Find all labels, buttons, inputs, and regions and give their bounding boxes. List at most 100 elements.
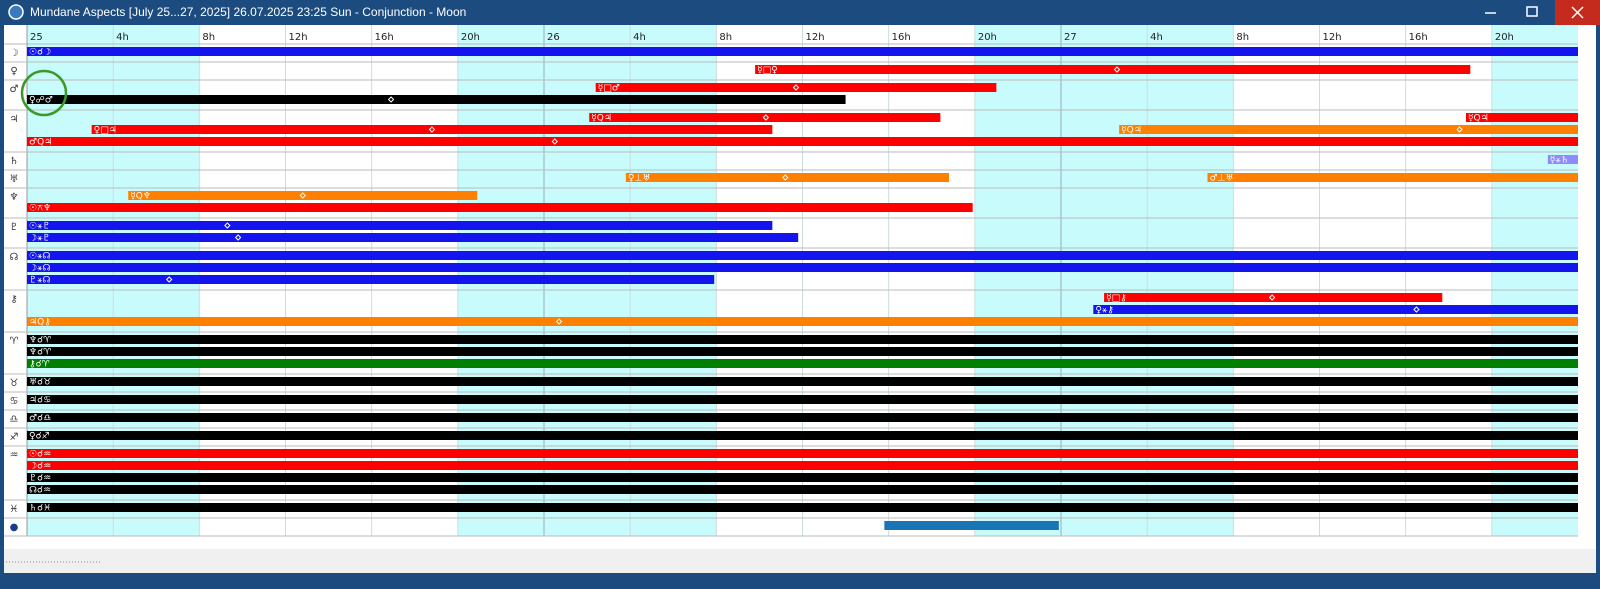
- header-label: 25: [30, 32, 43, 43]
- aspect-label: ☿Q♃: [1121, 126, 1142, 136]
- night-band: [1061, 25, 1148, 536]
- aspect-bar: [91, 125, 773, 134]
- aspect-bar: [27, 431, 1578, 440]
- aspect-label: ♃Q⚷: [29, 318, 51, 328]
- aspect-bar: [27, 317, 1578, 326]
- aspect-bar: [27, 461, 1578, 470]
- close-icon: [1571, 6, 1584, 19]
- row-glyph: ⚷: [10, 294, 17, 305]
- aspect-bar: [27, 47, 1578, 56]
- highlight-circle: [20, 69, 68, 117]
- aspect-label: ☽⚹♇: [29, 234, 51, 244]
- row-glyph: ♆: [10, 192, 19, 203]
- aspect-label: ☿⚹♄: [1550, 156, 1569, 166]
- header-label: 8h: [719, 32, 732, 43]
- aspect-label: ♀⚹⚷: [1095, 306, 1114, 316]
- row-glyph: ♉: [10, 378, 19, 389]
- header-label: 4h: [1150, 32, 1163, 43]
- aspect-label: ♂Q♃: [29, 138, 52, 148]
- aspect-label: ♀⊥♅: [628, 174, 651, 184]
- aspect-bar: [27, 347, 1578, 356]
- row-glyph: ☽: [10, 48, 19, 59]
- header-label: 4h: [633, 32, 646, 43]
- aspect-bar: [27, 335, 1578, 344]
- row-glyph: ♅: [10, 174, 19, 185]
- aspect-bar: [1207, 173, 1578, 182]
- aspect-label: ♀□♃: [94, 126, 117, 136]
- aspect-bar: [884, 521, 1059, 530]
- aspect-bar: [27, 275, 715, 284]
- night-band: [1147, 25, 1234, 536]
- maximize-icon: [1526, 6, 1538, 17]
- row-glyph: ♇: [10, 222, 19, 233]
- row-glyph: ♎: [10, 414, 19, 425]
- header-label: 12h: [1323, 32, 1342, 43]
- header-label: 26: [547, 32, 560, 43]
- aspect-bar: [1104, 293, 1443, 302]
- aspect-bar: [27, 95, 846, 104]
- aspect-label: ☿Q♃: [1468, 114, 1489, 124]
- aspect-bar: [27, 503, 1578, 512]
- rows: ☽ ♀ ♂ ♃ ♄ ♅ ♆ ♇ ☊ ⚷ ♈ ♉ ♋ ♎ ♐ ♒ ♓ ●: [4, 48, 1578, 537]
- aspect-label: ♂☌♎: [29, 414, 51, 424]
- exact-marker: [762, 114, 770, 121]
- row-glyph: ♄: [10, 156, 19, 167]
- row-glyph: ♐: [10, 432, 19, 443]
- exact-marker: [224, 222, 231, 229]
- aspect-label: ♅☌♉: [29, 378, 51, 388]
- aspect-label: ☉⚹☊: [29, 252, 50, 262]
- aspect-bar: [27, 485, 1578, 494]
- aspect-label: ☽⚹☊: [29, 264, 50, 274]
- aspect-bar: [27, 473, 1578, 482]
- aspect-bar: [1547, 155, 1578, 164]
- exact-marker: [387, 96, 395, 103]
- exact-marker: [165, 276, 173, 283]
- aspect-bar: [1465, 113, 1578, 122]
- row-glyph: ♃: [10, 114, 19, 125]
- aspect-bar: [27, 221, 773, 230]
- aspect-label: ♆☌♈: [29, 348, 52, 358]
- exact-marker: [1456, 126, 1463, 133]
- row-glyph: ●: [10, 522, 19, 533]
- header-label: 16h: [375, 32, 394, 43]
- row-glyph: ♈: [10, 336, 19, 347]
- window-title: Mundane Aspects [July 25...27, 2025] 26.…: [30, 5, 466, 19]
- maximize-button[interactable]: [1526, 6, 1538, 17]
- exact-marker: [1268, 294, 1276, 301]
- exact-marker: [1413, 306, 1420, 313]
- row-glyph: ♋: [10, 396, 19, 407]
- night-band: [1491, 25, 1578, 536]
- header-label: 27: [1064, 32, 1077, 43]
- aspect-bar: [27, 359, 1578, 368]
- row-glyph: ♓: [10, 504, 19, 515]
- aspect-label: ☿□⚷: [1106, 294, 1127, 304]
- aspect-label: ☽☌♒: [29, 462, 51, 472]
- exact-marker: [551, 138, 558, 145]
- aspect-bar: [128, 191, 478, 200]
- aspect-label: ☉⚻♆: [29, 204, 51, 214]
- header-label: 16h: [1409, 32, 1428, 43]
- status-bar: [4, 549, 1596, 573]
- aspect-label: ☿Q♆: [130, 192, 151, 202]
- aspect-label: ☉⚹♇: [29, 222, 51, 232]
- exact-marker: [792, 84, 800, 91]
- header-label: 16h: [892, 32, 911, 43]
- aspect-label: ♂⊥♅: [1209, 174, 1233, 184]
- close-button[interactable]: [1555, 0, 1600, 25]
- aspect-label: ☉☌☽: [29, 48, 51, 58]
- aspect-label: ☊☌♒: [29, 486, 51, 496]
- aspect-label: ♀☍♂: [29, 96, 53, 106]
- aspect-bar: [27, 203, 973, 212]
- header-label: 20h: [461, 32, 480, 43]
- aspect-bar: [755, 65, 1471, 74]
- exact-marker: [428, 126, 436, 133]
- aspect-bar: [27, 377, 1578, 386]
- aspect-label: ♇☌♒: [29, 474, 51, 484]
- exact-marker: [299, 192, 306, 199]
- aspect-bar: [27, 137, 1578, 146]
- aspect-label: ♀☌♐: [29, 432, 50, 442]
- aspect-bar: [27, 449, 1578, 458]
- exact-marker: [234, 234, 242, 241]
- aspect-label: ⚷☌♈: [29, 360, 51, 370]
